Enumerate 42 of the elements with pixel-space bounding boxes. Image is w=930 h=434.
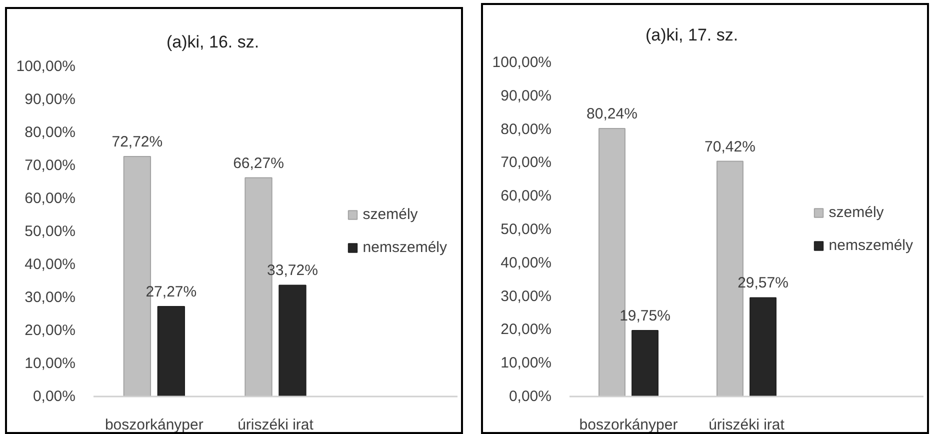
chart-title: (a)ki, 17. sz.	[646, 26, 738, 44]
y-tick-label: 90,00%	[24, 91, 76, 108]
bar	[278, 284, 306, 396]
y-tick-label: 100,00%	[16, 58, 76, 75]
y-tick-label: 0,00%	[32, 388, 76, 405]
y-tick-label: 30,00%	[24, 289, 76, 306]
bar	[750, 297, 776, 396]
x-tick-label: úriszéki irat	[708, 416, 786, 434]
bar	[632, 330, 658, 396]
data-label: 80,24%	[586, 106, 638, 122]
legend-label: nemszemély	[362, 239, 447, 256]
y-tick-label: 100,00%	[492, 54, 552, 71]
y-tick-label: 20,00%	[500, 321, 552, 338]
y-tick-label: 70,00%	[500, 154, 552, 172]
y-tick-label: 10,00%	[24, 355, 76, 372]
legend-label: nemszemély	[828, 237, 913, 254]
legend-label: személy	[362, 206, 418, 223]
data-label: 66,27%	[233, 154, 284, 172]
chart-title: (a)ki, 16. sz.	[166, 32, 260, 52]
y-tick-label: 60,00%	[500, 188, 552, 205]
y-tick-label: 50,00%	[500, 221, 552, 238]
y-tick-label: 40,00%	[500, 254, 552, 272]
y-tick-label: 80,00%	[500, 120, 552, 138]
data-label: 29,57%	[738, 274, 788, 292]
data-label: 19,75%	[620, 308, 670, 325]
y-tick-label: 10,00%	[500, 354, 552, 372]
y-tick-label: 50,00%	[24, 223, 76, 240]
data-label: 33,72%	[267, 262, 318, 280]
y-tick-label: 30,00%	[500, 288, 552, 305]
data-label: 70,42%	[704, 138, 756, 156]
x-tick-label: úriszéki irat	[238, 416, 314, 434]
y-tick-label: 40,00%	[24, 256, 76, 273]
y-tick-label: 0,00%	[508, 388, 552, 405]
y-tick-label: 80,00%	[24, 124, 76, 141]
y-tick-label: 70,00%	[24, 157, 76, 174]
y-tick-label: 60,00%	[24, 190, 76, 207]
legend-label: személy	[828, 204, 884, 221]
y-tick-label: 90,00%	[500, 87, 552, 104]
data-label: 72,72%	[112, 134, 163, 151]
y-tick-label: 20,00%	[24, 322, 76, 339]
bar	[157, 306, 185, 396]
data-label: 27,27%	[146, 284, 197, 301]
